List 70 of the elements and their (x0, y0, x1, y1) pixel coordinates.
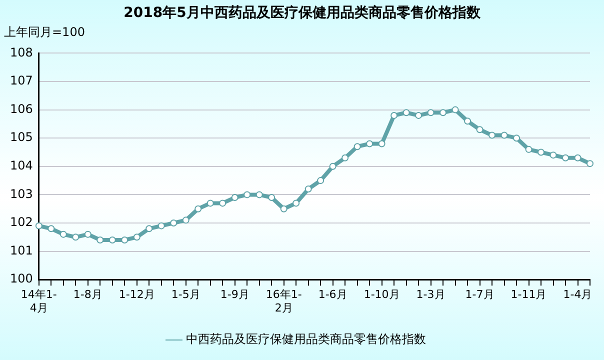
point (244, 191, 251, 198)
point (500, 132, 508, 139)
y-tick-label: 107 (10, 74, 33, 88)
y-axis-title: 上年同月=100 (3, 24, 86, 40)
point (440, 109, 447, 116)
point (268, 194, 276, 202)
point (464, 118, 472, 125)
point (304, 186, 312, 193)
x-tick-label: 1-4月 (563, 288, 592, 302)
y-tick-label: 104 (10, 158, 33, 173)
y-tick-label: 100 (10, 272, 33, 286)
point (525, 146, 532, 153)
point (72, 234, 80, 241)
point (452, 106, 459, 114)
y-tick-label: 103 (10, 186, 33, 201)
x-tick-label: 16年1-2月 (266, 288, 302, 314)
point (48, 225, 55, 232)
point (280, 205, 288, 212)
x-tick-label: 1-12月 (118, 288, 155, 302)
point (133, 234, 140, 241)
point (476, 126, 484, 134)
point (182, 216, 190, 224)
x-tick-label: 1-10月 (364, 288, 400, 302)
point (574, 154, 582, 162)
point (35, 222, 42, 230)
point (329, 162, 336, 170)
legend-label: 中西药品及医疗保健用品类商品零售价格指数 (186, 332, 426, 346)
y-tick-label: 101 (10, 243, 33, 258)
point (292, 200, 300, 207)
point (550, 152, 557, 159)
point (158, 222, 165, 230)
point (256, 191, 263, 198)
point (415, 112, 422, 119)
y-tick-label: 106 (10, 102, 33, 116)
y-tick-label: 105 (10, 130, 33, 144)
x-tick-label: 1-5月 (171, 288, 200, 302)
x-tick-label: 14年1-4月 (20, 288, 57, 314)
point (513, 134, 520, 142)
point (402, 109, 410, 116)
point (488, 132, 496, 139)
point (390, 112, 398, 119)
point (170, 220, 178, 226)
point (121, 236, 128, 244)
x-tick-label: 1-3月 (416, 288, 446, 302)
point (317, 177, 324, 184)
y-tick-label: 102 (10, 215, 33, 230)
point (378, 140, 386, 148)
x-tick-label: 1-6月 (318, 288, 348, 302)
point (146, 225, 153, 232)
point (96, 236, 104, 244)
x-tick-label: 1-11月 (510, 288, 547, 302)
point (366, 140, 374, 148)
point (206, 200, 214, 207)
point (194, 205, 202, 212)
point (342, 154, 349, 162)
point (84, 230, 92, 238)
x-tick-label: 1-9月 (220, 288, 250, 302)
point (538, 148, 545, 156)
point (427, 109, 434, 116)
chart-title: 2018年5月中西药品及医疗保健用品类商品零售价格指数 (122, 4, 482, 23)
point (586, 160, 594, 168)
x-tick-label: 1-8月 (73, 288, 102, 302)
point (562, 154, 570, 162)
point (231, 194, 238, 202)
point (354, 143, 361, 150)
point (108, 236, 116, 244)
x-tick-label: 1-7月 (465, 288, 494, 302)
point (219, 200, 226, 207)
point (60, 230, 67, 238)
y-tick-label: 108 (10, 45, 33, 60)
